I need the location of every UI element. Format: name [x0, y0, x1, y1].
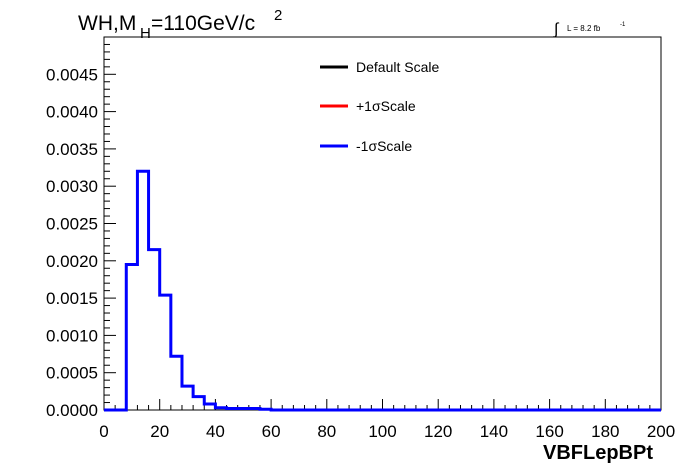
- x-tick-label: 0: [99, 422, 108, 441]
- y-tick-label: 0.0035: [46, 140, 98, 159]
- x-tick-label: 60: [262, 422, 281, 441]
- title-superscript: 2: [274, 7, 282, 24]
- x-axis: 0 20 40 60 80 100 120 140 160 180 200: [99, 399, 675, 441]
- x-tick-label: 80: [317, 422, 336, 441]
- y-tick-label: 0.0020: [46, 252, 98, 271]
- legend: Default Scale +1σScale -1σScale: [320, 59, 439, 154]
- y-tick-label: 0.0025: [46, 215, 98, 234]
- x-tick-label: 160: [535, 422, 563, 441]
- y-tick-label: 0.0005: [46, 364, 98, 383]
- x-tick-label: 200: [647, 422, 675, 441]
- y-tick-label: 0.0040: [46, 103, 98, 122]
- legend-label-default: Default Scale: [356, 59, 439, 75]
- lumi-integral-symbol: ∫: [553, 21, 560, 38]
- series-group: [104, 169, 661, 412]
- title-subscript: H: [140, 25, 151, 42]
- x-tick-label: 20: [150, 422, 169, 441]
- plot-frame: [103, 36, 662, 411]
- y-tick-label: 0.0010: [46, 326, 98, 345]
- x-tick-label: 40: [206, 422, 225, 441]
- lumi-label: L = 8.2 fb: [567, 24, 601, 33]
- legend-label-minus: -1σScale: [356, 138, 412, 154]
- lumi-superscript: -1: [620, 22, 626, 28]
- y-tick-label: 0.0045: [46, 65, 98, 84]
- x-axis-label: VBFLepBPt: [543, 442, 653, 464]
- y-tick-label: 0.0030: [46, 177, 98, 196]
- x-tick-label: 100: [368, 422, 396, 441]
- y-tick-label: 0.0015: [46, 289, 98, 308]
- y-axis: 0.0000 0.0005 0.0010 0.0015 0.0020 0.0025 0.00…: [46, 43, 116, 420]
- x-tick-label: 140: [480, 422, 508, 441]
- x-tick-label: 120: [424, 422, 452, 441]
- histogram-series-line: [104, 169, 661, 412]
- y-tick-label: 0.0000: [46, 401, 98, 420]
- legend-label-plus: +1σScale: [356, 98, 416, 114]
- x-tick-label: 180: [591, 422, 619, 441]
- title-rest: =110GeV/c: [151, 12, 255, 35]
- title-main: WH,M: [78, 12, 136, 35]
